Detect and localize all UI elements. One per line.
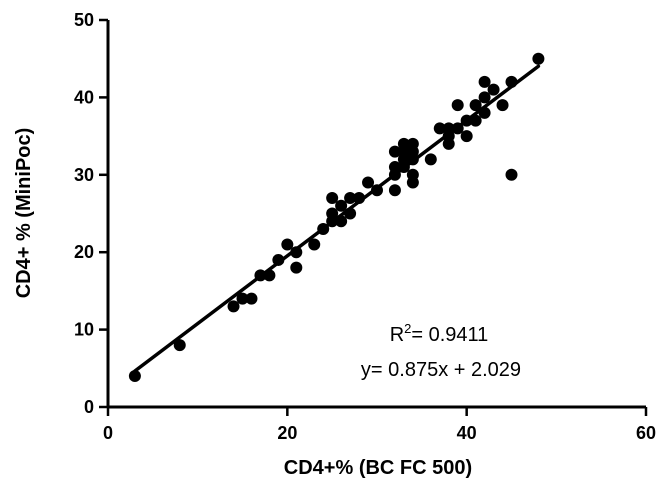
data-point <box>335 215 348 228</box>
data-point <box>362 176 375 189</box>
y-tick-label: 20 <box>74 242 94 262</box>
data-point <box>326 192 339 205</box>
data-point <box>487 83 500 96</box>
data-point <box>290 261 303 274</box>
data-point <box>335 199 348 212</box>
data-point <box>478 75 491 88</box>
y-tick-label: 40 <box>74 87 94 107</box>
data-points <box>128 52 545 383</box>
data-point <box>254 269 267 282</box>
data-point <box>397 137 410 150</box>
data-point <box>460 130 473 143</box>
data-point <box>496 99 509 112</box>
data-point <box>406 168 419 181</box>
data-point <box>326 207 339 220</box>
x-tick-label: 20 <box>277 423 297 443</box>
data-point <box>128 370 141 383</box>
x-tick-label: 0 <box>103 423 113 443</box>
data-point <box>388 161 401 174</box>
data-point <box>263 269 276 282</box>
data-point <box>317 222 330 235</box>
data-point <box>173 339 186 352</box>
x-tick-label: 60 <box>636 423 656 443</box>
r-squared-superscript: 2 <box>404 321 411 336</box>
data-point <box>469 114 482 127</box>
data-point <box>281 238 294 251</box>
data-point <box>290 246 303 259</box>
data-point <box>406 137 419 150</box>
data-point <box>532 52 545 65</box>
data-point <box>469 99 482 112</box>
regression-equation: y= 0.875x + 2.029 <box>361 359 521 381</box>
data-point <box>308 238 321 251</box>
data-point <box>388 184 401 197</box>
data-point <box>451 99 464 112</box>
data-point <box>451 122 464 135</box>
x-tick-label: 40 <box>457 423 477 443</box>
data-point <box>245 292 258 305</box>
data-point <box>460 114 473 127</box>
data-point <box>505 75 518 88</box>
data-point <box>272 253 285 266</box>
y-tick-label: 30 <box>74 165 94 185</box>
data-point <box>442 122 455 135</box>
data-point <box>424 153 437 166</box>
r-squared-annotation: R2= 0.9411 <box>390 321 489 346</box>
y-tick-label: 0 <box>84 397 94 417</box>
y-tick-label: 50 <box>74 10 94 30</box>
data-point <box>236 292 249 305</box>
y-axis-title: CD4+ % (MiniPoc) <box>13 128 35 299</box>
r-squared-value: = 0.9411 <box>411 324 488 346</box>
data-point <box>353 192 366 205</box>
r-squared-prefix: R <box>390 324 404 346</box>
axes <box>106 20 646 409</box>
x-axis-title: CD4+% (BC FC 500) <box>284 457 472 479</box>
data-point <box>344 207 357 220</box>
data-point <box>478 91 491 104</box>
ticks: 0 20 40 60 0 10 20 30 40 50 <box>74 10 656 443</box>
y-tick-label: 10 <box>74 320 94 340</box>
data-point <box>505 168 518 181</box>
data-point <box>388 145 401 158</box>
data-point <box>433 122 446 135</box>
data-point <box>344 192 357 205</box>
data-point <box>478 106 491 119</box>
data-point <box>227 300 240 313</box>
data-point <box>371 184 383 197</box>
